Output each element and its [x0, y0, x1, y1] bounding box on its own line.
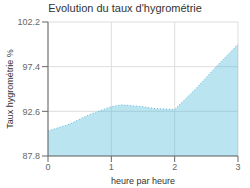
html-text:Evolution du taux d'hygrométri: Evolution du taux d'hygrométrie: [48, 2, 202, 14]
svg-text:3: 3: [235, 162, 240, 172]
svg-text:0: 0: [45, 162, 50, 172]
svg-text:87.8: 87.8: [22, 151, 40, 161]
svg-text:2: 2: [172, 162, 177, 172]
svg-text:102.2: 102.2: [17, 17, 40, 27]
svg-text:1: 1: [109, 162, 114, 172]
svg-text:97.4: 97.4: [22, 62, 40, 72]
svg-text:92.6: 92.6: [22, 107, 40, 117]
svg-text:Taux hygrométrie %: Taux hygrométrie %: [8, 49, 15, 129]
svg-text:heure par heure: heure par heure: [111, 176, 175, 186]
